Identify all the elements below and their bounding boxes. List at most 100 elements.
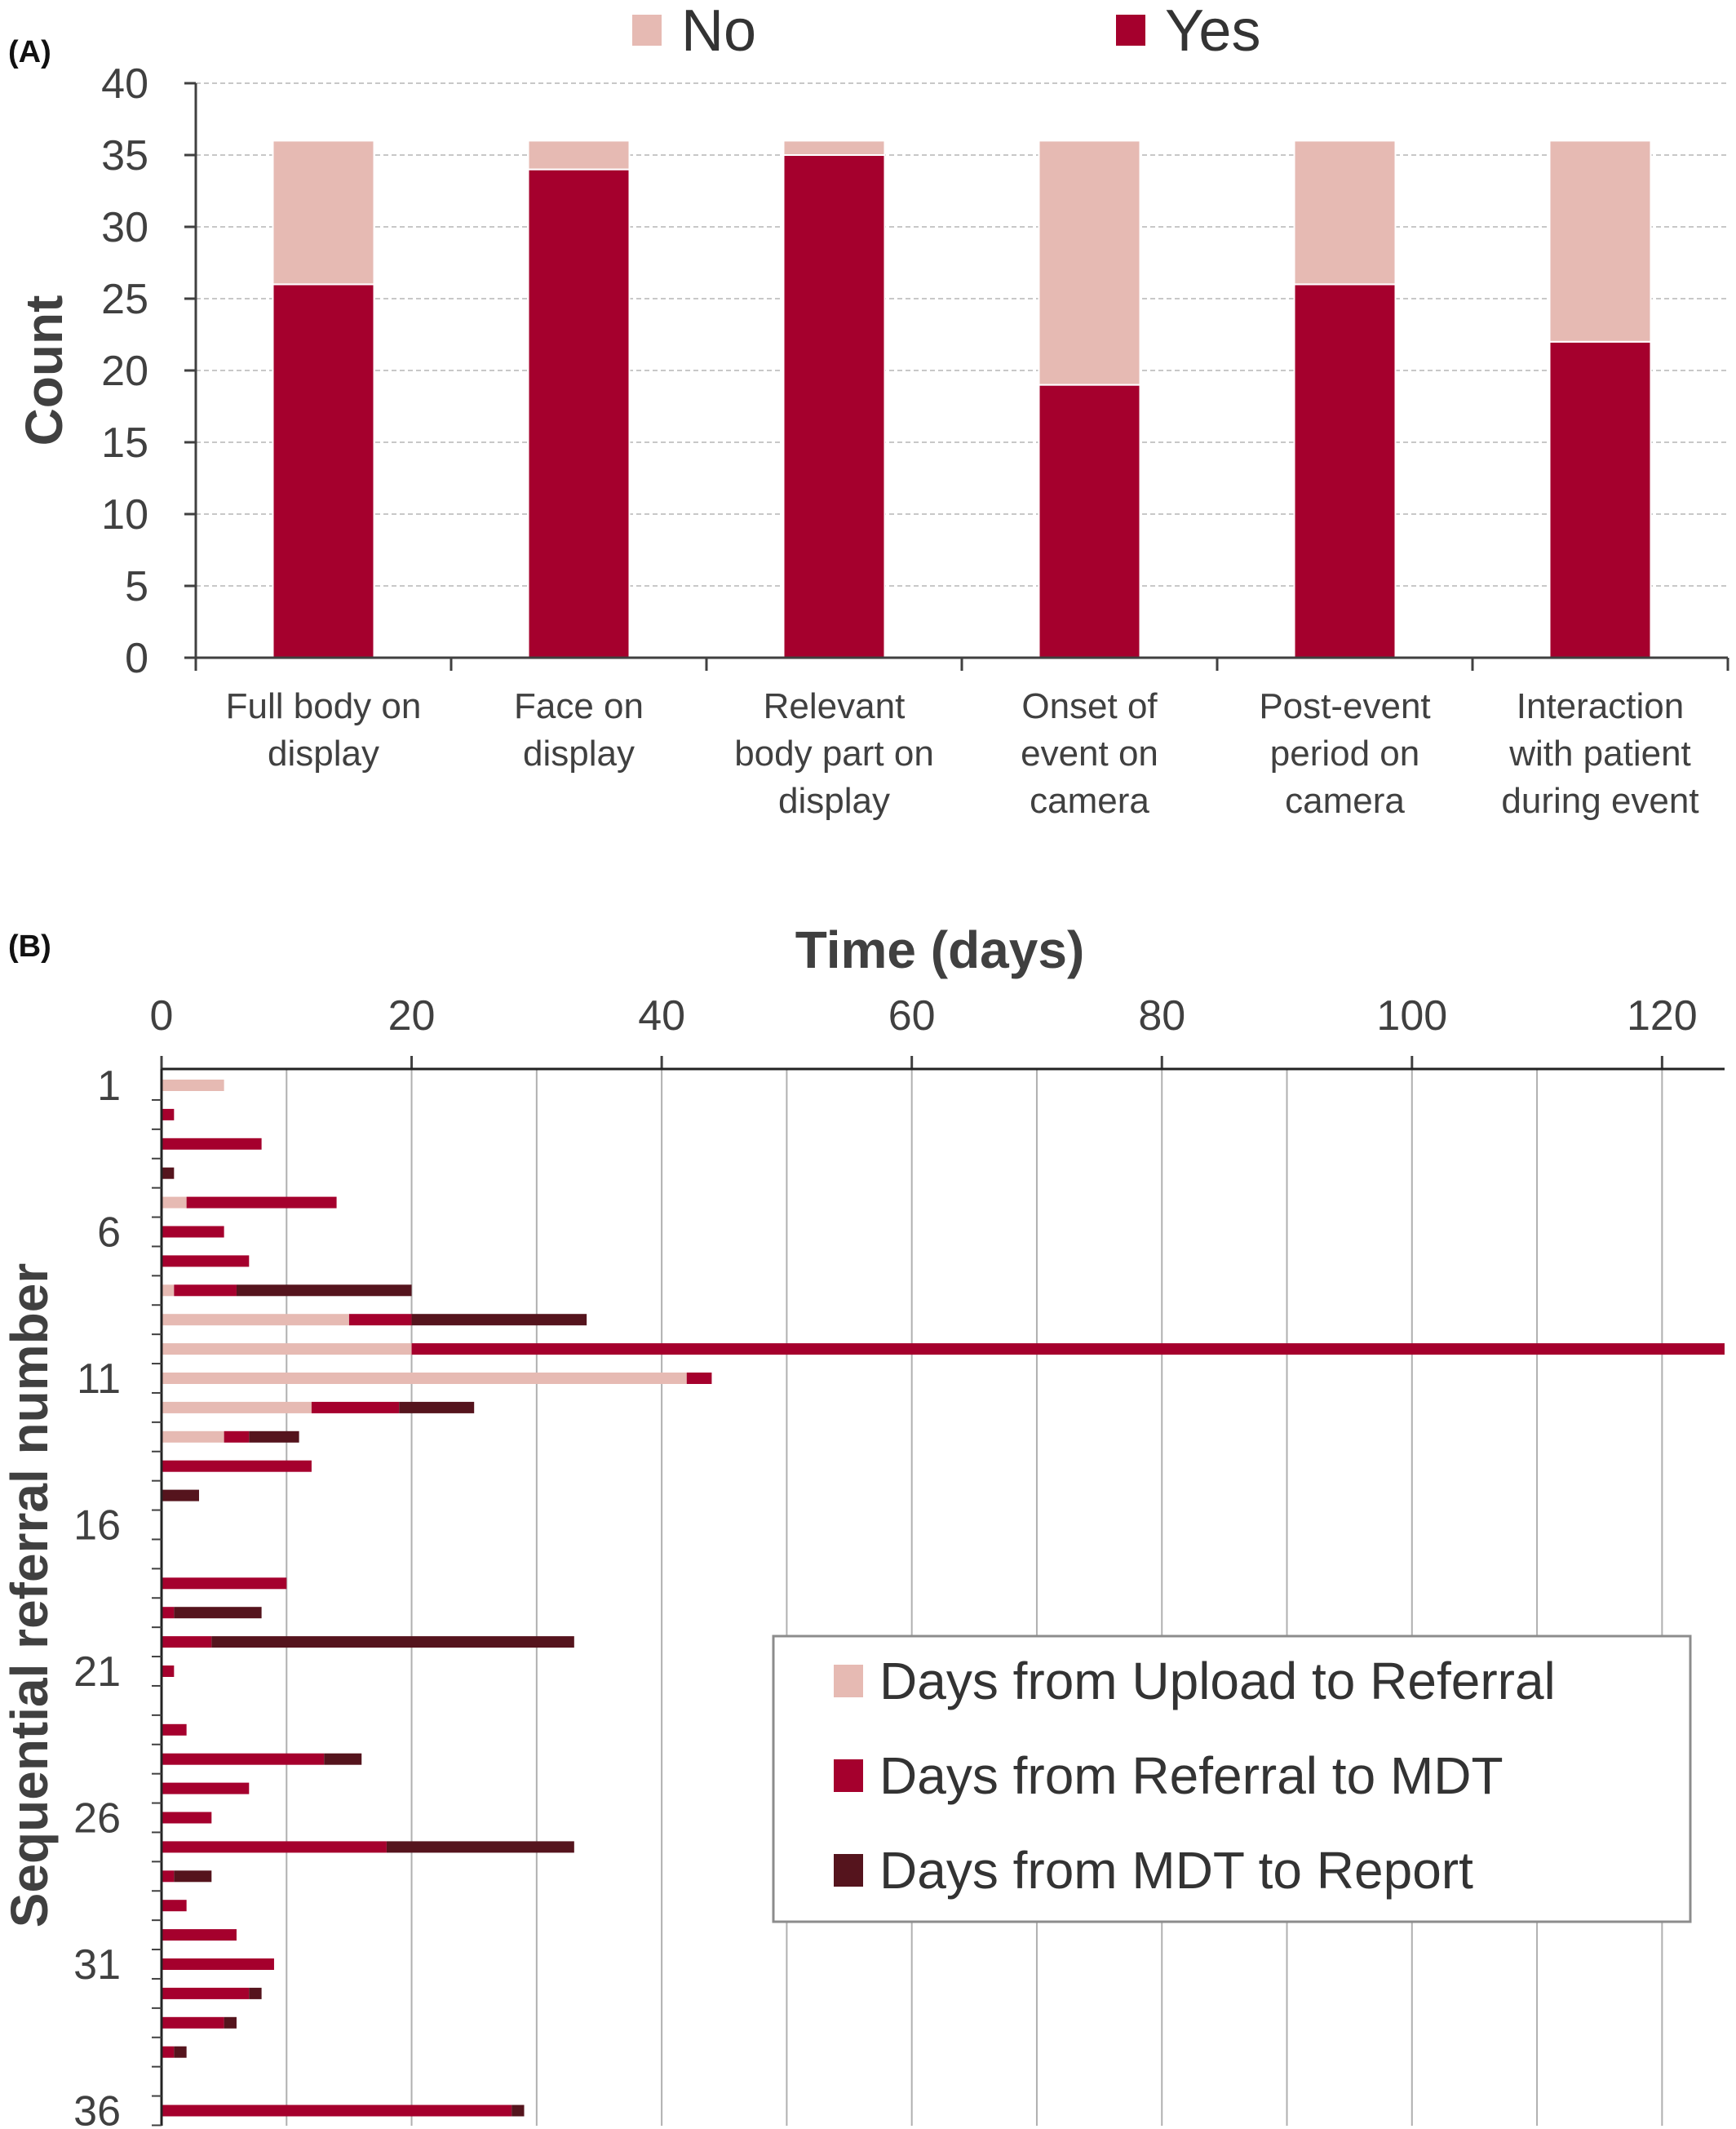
bar-days-from-referral-to-mdt-29 [162, 1900, 187, 1912]
y-tick-label-30: 30 [101, 204, 148, 251]
bar-days-from-referral-to-mdt-20 [162, 1636, 212, 1648]
bar-days-from-referral-to-mdt-7 [162, 1255, 250, 1267]
y-tick-label-10: 10 [101, 491, 148, 539]
panel-a-axes [184, 82, 1729, 671]
category-label-line: Relevant [764, 686, 906, 726]
y-tick-label-16: 16 [73, 1502, 121, 1550]
legend-swatch-no [632, 15, 662, 46]
bar-days-from-referral-to-mdt-24 [162, 1753, 325, 1765]
bar-days-from-referral-to-mdt-32 [162, 1987, 250, 1999]
legend-swatch-days-from-referral-to-mdt [834, 1759, 863, 1792]
category-label-line: period on [1270, 734, 1419, 774]
category-label-line: camera [1285, 781, 1405, 821]
y-tick-label-21: 21 [73, 1648, 121, 1696]
legend-swatch-yes [1116, 15, 1145, 46]
bar-days-from-referral-to-mdt-30 [162, 1929, 237, 1941]
bar-days-from-mdt-to-report-15 [162, 1489, 199, 1501]
bar-no-1 [272, 140, 375, 286]
bar-yes-4 [1038, 384, 1141, 659]
bar-days-from-referral-to-mdt-21 [162, 1665, 175, 1677]
y-tick-label-11: 11 [77, 1355, 121, 1403]
bar-days-from-referral-to-mdt-26 [162, 1812, 212, 1824]
bar-days-from-upload-to-referral-9 [162, 1314, 349, 1326]
category-label-3: Relevant body part on display [734, 686, 934, 821]
legend-label-days-from-referral-to-mdt: Days from Referral to MDT [879, 1746, 1504, 1805]
bar-no-5 [1293, 140, 1397, 286]
bar-days-from-upload-to-referral-11 [162, 1373, 687, 1384]
category-label-2: Face on display [514, 686, 644, 774]
bar-days-from-referral-to-mdt-14 [162, 1460, 312, 1472]
bar-days-from-mdt-to-report-34 [174, 2046, 187, 2058]
bar-days-from-mdt-to-report-9 [411, 1314, 587, 1326]
category-label-6: Interaction with patient during event [1501, 686, 1698, 821]
bar-days-from-referral-to-mdt-33 [162, 2016, 224, 2029]
bar-yes-5 [1293, 283, 1397, 659]
panel-b-x-axis-title: Time (days) [795, 920, 1085, 979]
y-tick-label-35: 35 [101, 132, 148, 180]
panel-a-bars [272, 140, 1652, 659]
bar-days-from-upload-to-referral-5 [162, 1196, 187, 1209]
legend-label-days-from-upload-to-referral: Days from Upload to Referral [879, 1652, 1556, 1710]
bar-no-6 [1548, 140, 1652, 343]
bar-days-from-referral-to-mdt-11 [686, 1373, 712, 1384]
y-tick-label-36: 36 [73, 2088, 121, 2129]
bar-yes-1 [272, 283, 375, 659]
panel-b-y-axis-title: Sequential referral number [0, 1263, 59, 1927]
bar-days-from-mdt-to-report-36 [512, 2105, 525, 2117]
bar-days-from-referral-to-mdt-18 [162, 1577, 287, 1590]
bar-days-from-referral-to-mdt-23 [162, 1723, 187, 1736]
legend-box [772, 1634, 1692, 1923]
bar-days-from-mdt-to-report-13 [249, 1430, 299, 1443]
bar-days-from-mdt-to-report-12 [399, 1401, 475, 1413]
legend-swatch-days-from-upload-to-referral [834, 1665, 863, 1697]
bar-days-from-referral-to-mdt-34 [162, 2046, 175, 2058]
category-label-line: Full body on [226, 686, 422, 726]
bar-days-from-mdt-to-report-8 [236, 1284, 412, 1297]
bar-days-from-referral-to-mdt-8 [174, 1284, 237, 1297]
bar-days-from-referral-to-mdt-12 [311, 1401, 400, 1413]
y-tick-label-15: 15 [101, 419, 148, 467]
panel-b-x-ticks: 0 20 40 60 80 100 120 [150, 992, 1698, 1040]
y-tick-label-25: 25 [101, 276, 148, 323]
bar-no-2 [527, 140, 631, 171]
category-label-line: event on [1021, 734, 1158, 774]
x-tick-label-120: 120 [1627, 992, 1698, 1040]
x-tick-label-60: 60 [888, 992, 936, 1040]
category-label-line: Face on [514, 686, 644, 726]
bar-no-4 [1038, 140, 1141, 386]
bar-days-from-upload-to-referral-12 [162, 1401, 312, 1413]
bar-days-from-mdt-to-report-32 [249, 1987, 262, 1999]
panel-b-axes [152, 1056, 1725, 2127]
category-label-5: Post-event period on camera [1259, 686, 1430, 821]
category-label-line: Interaction [1517, 686, 1684, 726]
bar-days-from-mdt-to-report-4 [162, 1167, 175, 1179]
panel-a: (A) 0 5 10 15 20 25 30 35 40 Full body on display… [8, 0, 1729, 821]
bar-days-from-referral-to-mdt-13 [224, 1430, 250, 1443]
panel-b-bars [162, 1080, 1725, 2117]
bar-days-from-referral-to-mdt-9 [348, 1314, 412, 1326]
bar-days-from-referral-to-mdt-6 [162, 1226, 224, 1238]
y-tick-label-26: 26 [73, 1795, 121, 1843]
panel-a-gridlines [196, 82, 1728, 587]
category-label-4: Onset of event on camera [1021, 686, 1158, 821]
legend-label-no: No [681, 0, 756, 64]
category-label-line: Post-event [1259, 686, 1430, 726]
y-tick-label-31: 31 [73, 1941, 121, 1989]
bar-days-from-upload-to-referral-13 [162, 1430, 224, 1443]
bar-days-from-referral-to-mdt-36 [162, 2105, 512, 2117]
bar-days-from-referral-to-mdt-31 [162, 1958, 274, 1970]
category-label-line: camera [1030, 781, 1149, 821]
bar-days-from-mdt-to-report-24 [324, 1753, 362, 1765]
bar-days-from-upload-to-referral-8 [162, 1284, 175, 1297]
bar-days-from-referral-to-mdt-28 [162, 1870, 175, 1883]
bar-days-from-upload-to-referral-10 [162, 1343, 412, 1355]
legend-swatch-days-from-mdt-to-report [834, 1854, 863, 1887]
panel-a-legend: No Yes [632, 0, 1260, 64]
category-label-line: body part on [734, 734, 934, 774]
bar-days-from-referral-to-mdt-27 [162, 1841, 387, 1853]
panel-a-label: (A) [8, 35, 51, 69]
y-tick-label-40: 40 [101, 60, 148, 108]
y-tick-label-1: 1 [97, 1062, 121, 1110]
bar-no-3 [782, 140, 886, 156]
